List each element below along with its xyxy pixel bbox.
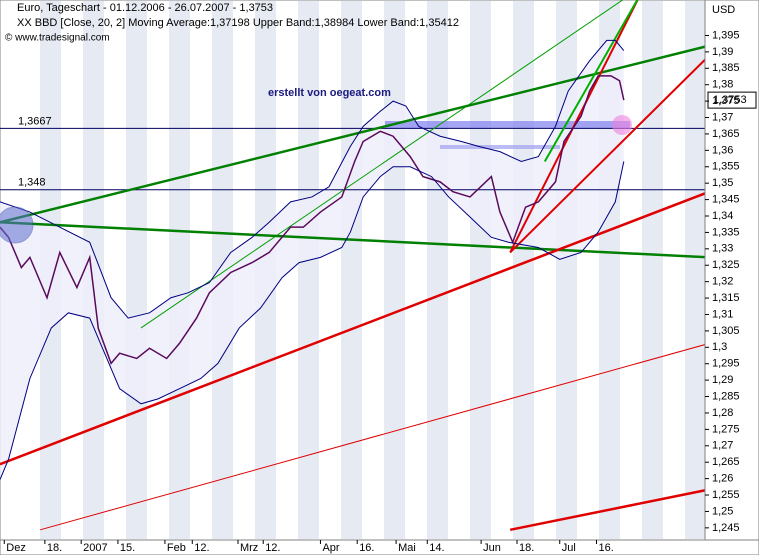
highlight-circle	[612, 115, 632, 135]
trendline	[509, 489, 705, 532]
x-tick-label: 18.	[47, 542, 62, 554]
level-label: 1,3667	[18, 115, 52, 127]
last-price-label: 1,3753	[713, 94, 747, 106]
y-tick-label: 1,33	[712, 243, 733, 255]
y-tick-label: 1,395	[712, 29, 740, 41]
chart-title: Euro, Tageschart - 01.12.2006 - 26.07.20…	[17, 2, 273, 14]
x-tick-label: 15.	[120, 542, 135, 554]
y-tick-label: 1,32	[712, 276, 733, 288]
y-tick-label: 1,35	[712, 177, 733, 189]
x-axis-area	[0, 539, 759, 555]
band-line	[0, 39, 625, 319]
chart-subtitle: XX BBD [Close, 20, 2] Moving Average:1,3…	[17, 17, 459, 29]
x-tick-label: 12.	[265, 542, 280, 554]
trendline	[140, 0, 624, 329]
y-tick-label: 1,27	[712, 440, 733, 452]
y-tick-label: 1,375	[712, 95, 740, 107]
y-tick-label: 1,305	[712, 325, 740, 337]
stripe	[169, 1, 190, 539]
y-tick-label: 1,355	[712, 161, 740, 173]
annotation: erstellt von oegeat.com	[268, 87, 391, 99]
y-tick-label: 1,25	[712, 505, 733, 517]
y-tick-label: 1,365	[712, 128, 740, 140]
y-tick-label: 1,31	[712, 308, 733, 320]
stripe	[384, 1, 405, 539]
stripe	[126, 1, 147, 539]
y-tick-label: 1,34	[712, 210, 733, 222]
y-tick-label: 1,29	[712, 374, 733, 386]
x-tick-label: Jul	[562, 542, 576, 554]
level-highlight	[385, 121, 630, 128]
y-tick-label: 1,315	[712, 292, 740, 304]
plot	[0, 0, 705, 532]
y-tick-label: 1,265	[712, 456, 740, 468]
stripe	[470, 1, 491, 539]
x-tick-label: 2007	[83, 542, 107, 554]
x-tick-label: Mrz	[240, 542, 258, 554]
trendline	[0, 192, 705, 466]
y-axis-area	[704, 0, 759, 541]
y-tick-label: 1,295	[712, 358, 740, 370]
y-tick-label: 1,385	[712, 62, 740, 74]
currency-label: USD	[712, 4, 735, 16]
x-tick-label: Jun	[483, 542, 501, 554]
y-tick-label: 1,38	[712, 79, 733, 91]
trendline	[0, 45, 705, 224]
y-tick-label: 1,37	[712, 111, 733, 123]
y-tick-label: 1,275	[712, 423, 740, 435]
trendline	[543, 0, 639, 163]
stripe	[642, 1, 663, 539]
trendline	[509, 58, 705, 254]
close-line	[0, 75, 625, 365]
trendline	[0, 220, 705, 259]
y-tick-label: 1,39	[712, 46, 733, 58]
y-tick-label: 1,255	[712, 489, 740, 501]
y-tick-label: 1,26	[712, 473, 733, 485]
x-tick-label: Dez	[6, 542, 26, 554]
last-price-box	[707, 91, 757, 109]
x-tick-label: 12.	[194, 542, 209, 554]
y-tick-label: 1,335	[712, 226, 740, 238]
level-highlight	[440, 145, 560, 149]
y-tick-label: 1,245	[712, 522, 740, 534]
x-tick-label: Apr	[322, 542, 339, 554]
highlight-circle	[0, 206, 34, 244]
y-tick-label: 1,325	[712, 259, 740, 271]
y-tick-label: 1,28	[712, 407, 733, 419]
y-tick-label: 1,36	[712, 144, 733, 156]
copyright: © www.tradesignal.com	[5, 33, 110, 44]
trendline	[40, 344, 705, 531]
stripe	[341, 1, 362, 539]
stripe	[685, 1, 706, 539]
x-tick-label: Mai	[398, 542, 416, 554]
level-label: 1,348	[18, 177, 46, 189]
band-line	[0, 161, 625, 480]
x-tick-label: 16.	[598, 542, 613, 554]
y-tick-label: 1,285	[712, 390, 740, 402]
y-tick-label: 1,3	[712, 341, 727, 353]
stripe	[298, 1, 319, 539]
x-tick-label: 18.	[519, 542, 534, 554]
x-tick-label: 14.	[429, 542, 444, 554]
overlay: Euro, Tageschart - 01.12.2006 - 26.07.20…	[5, 2, 757, 189]
band-fill	[0, 40, 624, 480]
y-tick-label: 1,345	[712, 193, 740, 205]
x-tick-label: 16.	[359, 542, 374, 554]
x-tick-label: Feb	[167, 542, 186, 554]
stripe	[513, 1, 534, 539]
stripe	[427, 1, 448, 539]
